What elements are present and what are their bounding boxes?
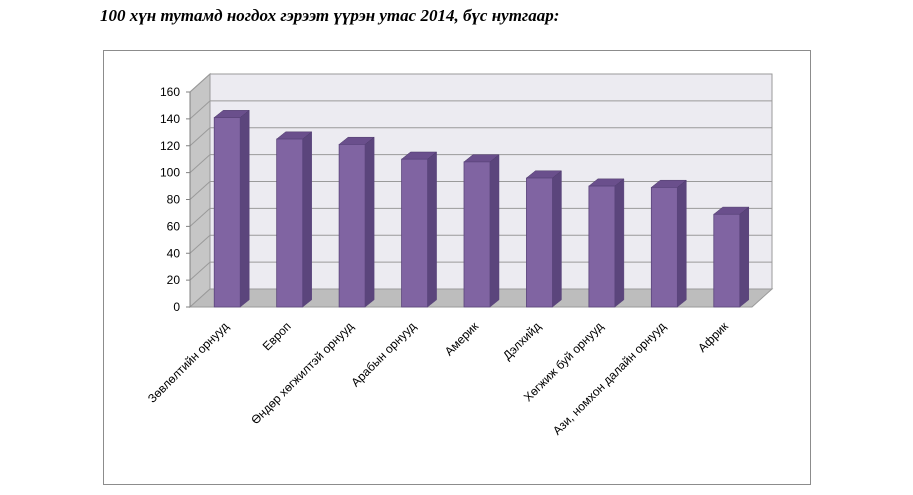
x-category-label: Европ [260, 319, 294, 353]
gridline-side [189, 234, 211, 254]
page-title: 100 хүн тутамд ногдох гэрээт үүрэн утас … [100, 6, 560, 25]
x-category-label: Африк [695, 319, 731, 355]
gridline-side [189, 100, 211, 120]
bar [713, 213, 741, 308]
y-tick-label: 160 [160, 85, 180, 99]
bar-side [364, 136, 375, 308]
gridline-side [189, 154, 211, 173]
x-category-label: Ази, номхон далайн орнууд [550, 319, 668, 437]
bar-side [427, 151, 437, 308]
y-tick-label: 40 [167, 246, 181, 260]
bar [526, 177, 553, 308]
bar-side [614, 178, 625, 308]
x-category-label: Дэлхийд [500, 319, 543, 362]
y-tick-label: 0 [173, 300, 180, 314]
x-category-label: Арабын орнууд [348, 319, 418, 389]
bar [650, 187, 678, 308]
x-category-label: Өндөр хөгжилтэй орнууд [248, 319, 356, 427]
bar [588, 185, 616, 308]
bar-side [489, 154, 500, 308]
bar-side [677, 179, 687, 308]
bar-side [552, 170, 562, 308]
y-tick-label: 60 [167, 219, 181, 233]
gridline-side [189, 208, 211, 227]
gridline-side [189, 73, 211, 93]
y-tick-label: 20 [167, 273, 181, 287]
bar [463, 161, 491, 308]
bar-side [739, 206, 750, 308]
bar-side [239, 109, 250, 308]
bar [276, 138, 304, 308]
y-tick-label: 80 [167, 193, 181, 207]
bar [213, 117, 241, 308]
y-tick-label: 100 [160, 166, 180, 180]
y-tick-label: 120 [160, 139, 180, 153]
gridline-side [189, 181, 211, 200]
gridline-side [189, 127, 211, 147]
x-category-label: Америк [442, 319, 482, 359]
bar [401, 158, 428, 308]
gridline-side [189, 261, 211, 281]
y-tick-label: 140 [160, 112, 180, 126]
bar [338, 144, 366, 308]
x-category-label: Зөвлөлтийн орнууд [145, 319, 231, 405]
bar-side [302, 131, 312, 308]
